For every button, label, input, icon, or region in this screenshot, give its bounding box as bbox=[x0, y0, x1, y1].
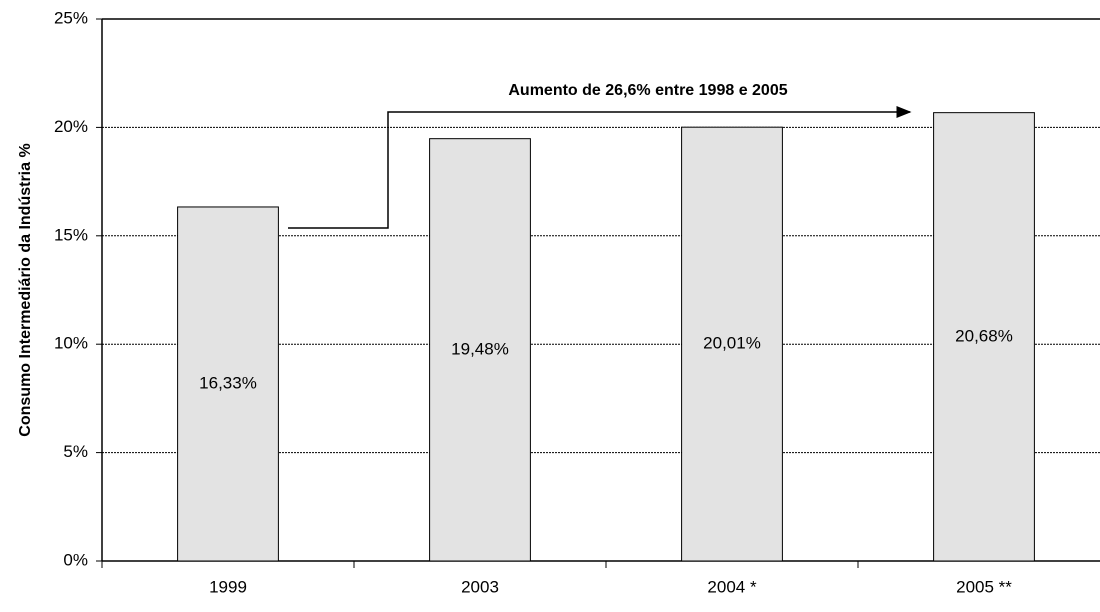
y-tick-label: 25% bbox=[54, 8, 88, 27]
bar bbox=[177, 206, 279, 562]
bar bbox=[681, 126, 783, 562]
plot-area: 0% 5% 10% 15% 20% 25% 1999 16,33% 2003 19,48% 2004… bbox=[54, 8, 1100, 596]
x-tick-label: 2005 ** bbox=[956, 577, 1012, 596]
x-tick-label: 2004 * bbox=[707, 577, 757, 596]
y-tick-label: 15% bbox=[54, 225, 88, 244]
value-label: 19,48% bbox=[451, 339, 509, 358]
y-tick-label: 5% bbox=[63, 442, 88, 461]
value-label: 16,33% bbox=[199, 373, 257, 392]
x-tick-label: 2003 bbox=[461, 577, 499, 596]
bar bbox=[429, 138, 531, 562]
y-tick-label: 10% bbox=[54, 334, 88, 353]
annotation-arrow bbox=[288, 106, 912, 229]
value-label: 20,01% bbox=[703, 334, 761, 353]
x-tick-label: 1999 bbox=[209, 577, 247, 596]
y-tick-label: 0% bbox=[63, 550, 88, 569]
bar bbox=[933, 112, 1035, 562]
value-label: 20,68% bbox=[955, 326, 1013, 345]
y-axis-label: Consumo Intermediário da Indústria % bbox=[17, 143, 34, 436]
y-tick-label: 20% bbox=[54, 117, 88, 136]
annotation: Aumento de 26,6% entre 1998 e 2005 bbox=[508, 82, 787, 99]
